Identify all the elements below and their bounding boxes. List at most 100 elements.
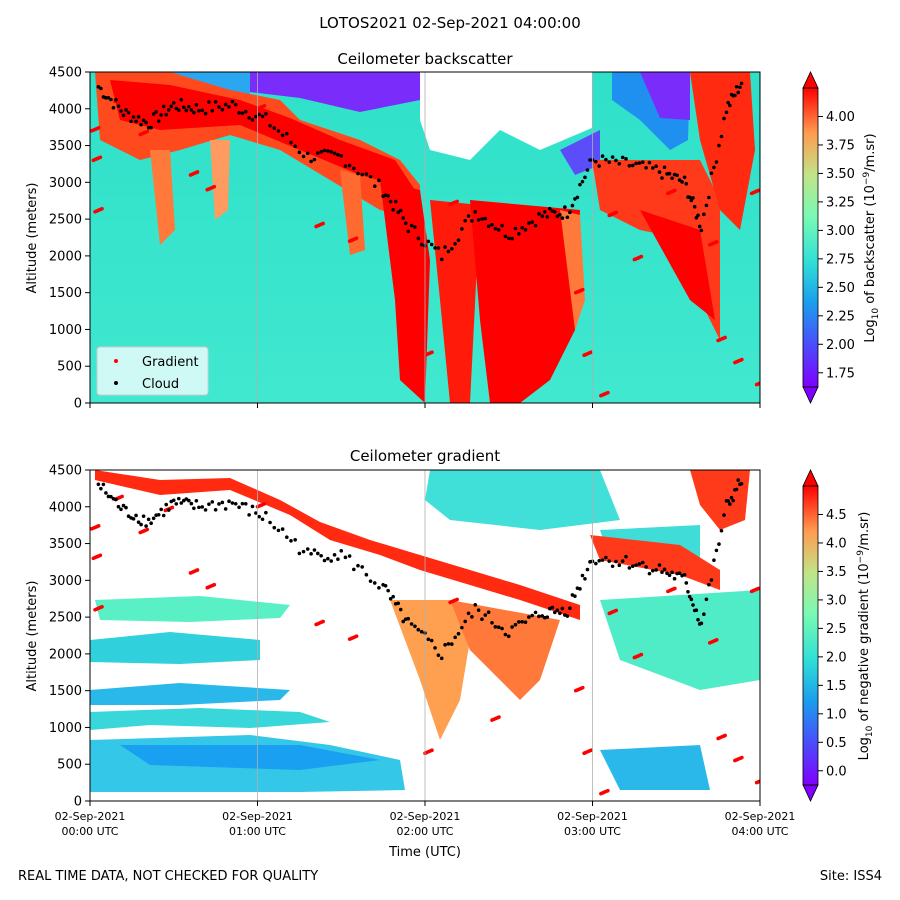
cloud-point (343, 555, 348, 560)
cloud-point (233, 102, 238, 107)
gradient-point (580, 685, 585, 690)
x-tick-time: 04:00 UTC (731, 825, 788, 838)
cloud-point (724, 110, 729, 115)
cloud-point (600, 558, 605, 562)
cloud-point (696, 213, 700, 218)
gradient-point (639, 652, 644, 657)
cloud-point (717, 542, 721, 546)
cloud-point (709, 171, 714, 176)
cloud-point (154, 109, 158, 114)
gradient-point (430, 350, 434, 354)
cloud-point (597, 558, 601, 563)
cloud-point (297, 551, 302, 556)
cloud-point (736, 478, 741, 482)
cloud-point (439, 257, 444, 262)
cloud-point (473, 210, 478, 214)
cloud-point (604, 157, 608, 162)
cloud-point (131, 517, 136, 521)
cloud-point (220, 107, 225, 112)
cloud-point (726, 499, 730, 503)
bottom-gradient-markers (90, 494, 760, 796)
gradient-point (740, 755, 744, 760)
cloud-point (114, 497, 118, 502)
y-tick-label: 2000 (49, 249, 82, 264)
cloud-point (393, 199, 398, 204)
top-legend: Gradient Cloud (96, 346, 209, 396)
cloud-point (547, 206, 552, 211)
cloud-point (490, 620, 494, 625)
cloud-point (139, 122, 143, 127)
cloud-point (433, 246, 437, 250)
y-tick-label: 4500 (49, 66, 82, 81)
cloud-point (151, 516, 156, 521)
cloud-point (473, 603, 478, 607)
cloud-point (496, 228, 501, 232)
cloud-point (116, 504, 121, 509)
cloud-point (486, 610, 491, 615)
gradient-point (262, 501, 267, 506)
colorbar-tick-label: 4.00 (826, 110, 855, 125)
cloud-point (691, 196, 695, 200)
cloud-point (702, 612, 706, 617)
cloud-point (406, 616, 411, 621)
cloud-point (480, 617, 484, 622)
y-tick-label: 500 (57, 360, 82, 375)
cloud-point (96, 482, 101, 487)
cloud-point (409, 622, 414, 626)
cloud-point (677, 178, 682, 182)
bottom-y-axis: 0 500 1000 1500 2000 2500 3000 3500 4000 4500 (49, 464, 90, 810)
gradient-point (497, 715, 501, 719)
cloud-point (264, 111, 268, 116)
cloud-point (654, 568, 658, 572)
cloud-point (383, 583, 388, 588)
colorbar-tick-label: 2.75 (826, 252, 855, 267)
cloud-point (604, 555, 608, 560)
gradient-point (120, 96, 124, 101)
cloud-point (343, 164, 348, 168)
cloud-point (722, 116, 726, 121)
cloud-point (513, 226, 518, 231)
cloud-point (272, 525, 277, 530)
cloud-point (731, 498, 735, 503)
cloud-point (583, 175, 587, 180)
cloud-point (356, 171, 360, 176)
cloud-point (260, 114, 265, 119)
cloud-point (297, 150, 302, 155)
cloud-point (466, 611, 471, 616)
y-tick-label: 2000 (49, 647, 82, 662)
cloud-point (319, 150, 323, 154)
y-tick-label: 1500 (49, 286, 82, 301)
cloud-point (565, 614, 570, 618)
cloud-point (377, 586, 381, 590)
cloud-point (704, 597, 709, 602)
cloud-point (257, 112, 261, 117)
cloud-point (309, 552, 313, 556)
cloud-point (289, 539, 293, 543)
cloud-point (182, 105, 186, 110)
cloud-point (687, 594, 692, 599)
colorbar-tick-label: 3.75 (826, 138, 855, 153)
cloud-point (530, 220, 534, 224)
gradient-point (455, 597, 459, 602)
cloud-point (712, 165, 716, 170)
cloud-point (99, 486, 103, 491)
cloud-point (322, 148, 327, 153)
cloud-point (657, 563, 662, 567)
cloud-point (513, 622, 518, 627)
gradient-point (714, 638, 719, 642)
cloud-point (736, 90, 741, 95)
cloud-point (240, 501, 245, 506)
cloud-point (364, 172, 369, 176)
cloud-point (523, 228, 528, 232)
cloud-point (197, 108, 201, 113)
top-colorbar-ticks: 1.75 2.00 2.25 2.50 2.75 3.00 3.25 3.50 3.75 4.00 (818, 110, 855, 381)
colorbar-tick-label: 2.00 (826, 338, 855, 353)
cloud-point (268, 520, 272, 525)
cloud-point (506, 634, 511, 639)
cloud-point (734, 84, 739, 89)
cloud-point (726, 100, 730, 105)
cloud-point (104, 96, 108, 100)
cloud-point (555, 608, 560, 612)
cloud-point (704, 203, 709, 208)
